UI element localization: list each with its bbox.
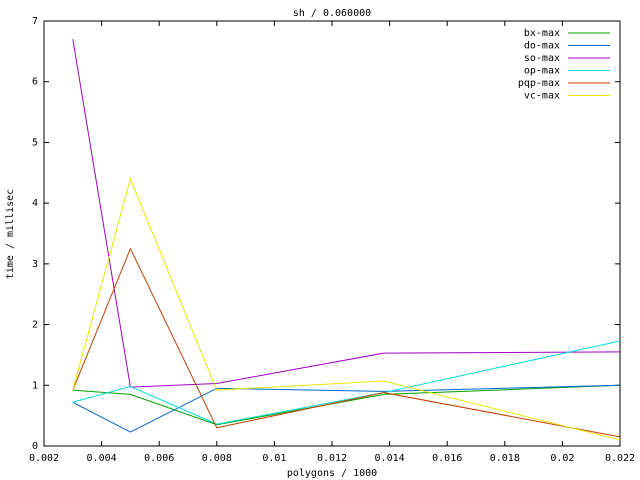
- x-tick-label: 0.008: [202, 453, 232, 464]
- y-tick-label: 7: [32, 16, 38, 27]
- legend-label: do-max: [524, 41, 560, 52]
- y-tick-label: 5: [32, 137, 38, 148]
- chart-title: sh / 0.060000: [293, 8, 371, 19]
- y-tick-label: 3: [32, 259, 38, 270]
- x-tick-label: 0.016: [432, 453, 462, 464]
- series-line: [72, 384, 621, 433]
- x-tick-label: 0.022: [605, 453, 635, 464]
- legend-label: op-max: [524, 66, 560, 77]
- y-tick-label: 6: [32, 77, 38, 88]
- legend-label: pqp-max: [518, 78, 560, 89]
- legend-label: vc-max: [524, 91, 560, 102]
- x-axis-label: polygons / 1000: [287, 468, 377, 479]
- x-tick-label: 0.018: [490, 453, 520, 464]
- x-tick-label: 0.004: [87, 453, 117, 464]
- series-line: [72, 39, 621, 388]
- series-line: [72, 177, 621, 441]
- x-tick-label: 0.006: [144, 453, 174, 464]
- x-tick-label: 0.012: [317, 453, 347, 464]
- y-tick-label: 1: [32, 380, 38, 391]
- x-tick-label: 0.002: [29, 453, 59, 464]
- legend-label: so-max: [524, 53, 560, 64]
- y-tick-label: 0: [32, 441, 38, 452]
- legend-label: bx-max: [524, 28, 560, 39]
- y-tick-label: 4: [32, 198, 38, 209]
- x-tick-label: 0.02: [550, 453, 574, 464]
- x-tick-label: 0.014: [375, 453, 405, 464]
- series-line: [72, 247, 621, 438]
- x-tick-label: 0.01: [262, 453, 286, 464]
- y-axis-label: time / millisec: [5, 189, 16, 279]
- y-tick-label: 2: [32, 320, 38, 331]
- series-line: [72, 340, 621, 425]
- series-line: [72, 384, 621, 426]
